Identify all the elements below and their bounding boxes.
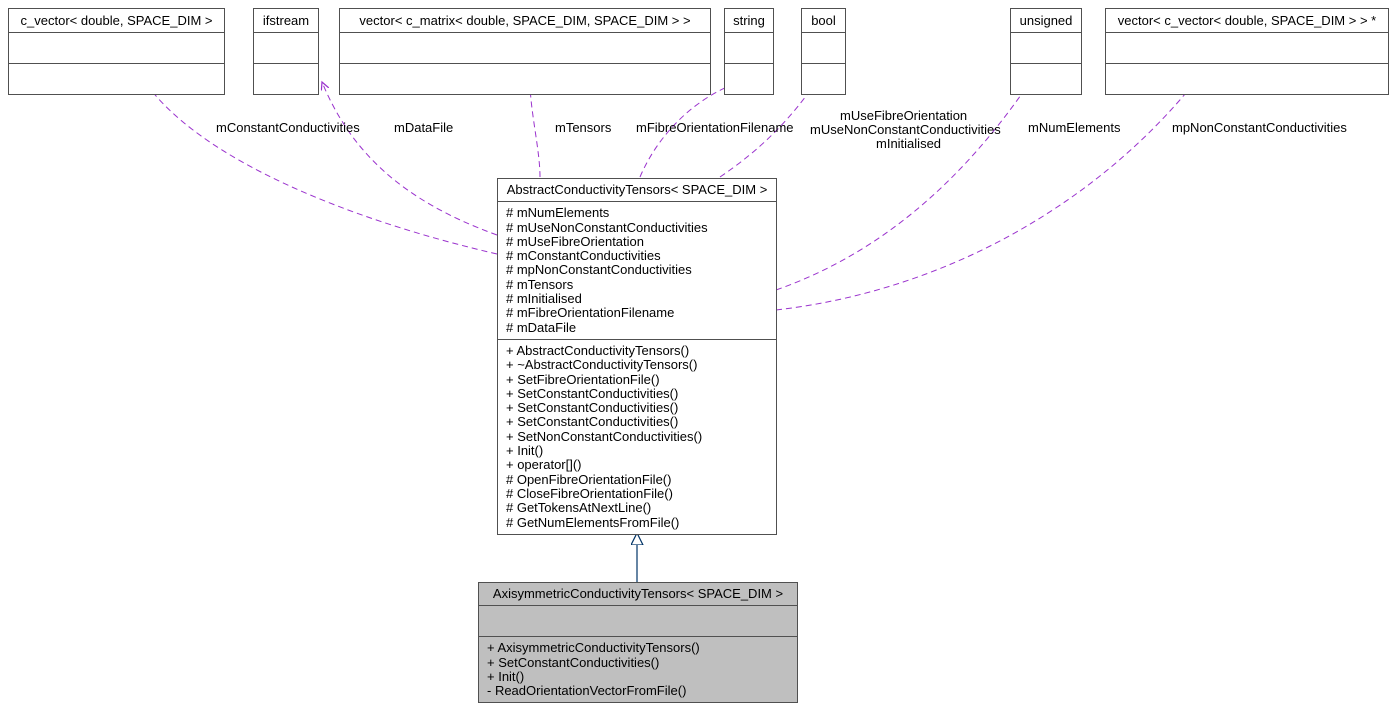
edge-label-mnumelements: mNumElements [1028,120,1120,135]
class-attrs-empty [340,33,710,64]
member: + operator[]() [506,458,768,472]
member: # mInitialised [506,292,768,306]
member: + SetConstantConductivities() [487,656,789,670]
member: # mUseNonConstantConductivities [506,221,768,235]
edge-label-mdatafile: mDataFile [394,120,453,135]
member: # mConstantConductivities [506,249,768,263]
class-title: ifstream [254,9,318,33]
class-ifstream: ifstream [253,8,319,95]
class-ops-empty [1011,64,1081,94]
edge-label-mconstantconductivities: mConstantConductivities [216,120,360,135]
class-title: AxisymmetricConductivityTensors< SPACE_D… [479,583,797,606]
class-attrs-empty [725,33,773,64]
class-ops-empty [1106,64,1388,94]
class-attrs-empty [9,33,224,64]
class-attrs-empty [1106,33,1388,64]
class-title: c_vector< double, SPACE_DIM > [9,9,224,33]
member: # CloseFibreOrientationFile() [506,487,768,501]
dep-edge-mdatafile [322,82,497,235]
member: + Init() [506,444,768,458]
class-attrs: # mNumElements# mUseNonConstantConductiv… [498,202,776,340]
member: + SetConstantConductivities() [506,401,768,415]
class-attrs-empty [254,33,318,64]
member: # GetTokensAtNextLine() [506,501,768,515]
class-ops: + AbstractConductivityTensors()+ ~Abstra… [498,340,776,534]
dep-edge-mpnonconstantconductivities [776,82,1195,310]
class-title: string [725,9,773,33]
class-ops-empty [340,64,710,94]
class-unsigned: unsigned [1010,8,1082,95]
member: # mpNonConstantConductivities [506,263,768,277]
member: # GetNumElementsFromFile() [506,516,768,530]
edge-label-minitialised: mInitialised [876,136,941,151]
edge-label-mtensors: mTensors [555,120,611,135]
class-abstractconductivitytensors: AbstractConductivityTensors< SPACE_DIM >… [497,178,777,535]
class-attrs-empty [802,33,845,64]
class-ops-empty [802,64,845,94]
class-ops-empty [9,64,224,94]
class-title: vector< c_vector< double, SPACE_DIM > > … [1106,9,1388,33]
member: + AbstractConductivityTensors() [506,344,768,358]
member: # mNumElements [506,206,768,220]
edge-label-musenonconstantconductivities: mUseNonConstantConductivities [810,122,1001,137]
class-ops-empty [254,64,318,94]
class-vector-cmatrix: vector< c_matrix< double, SPACE_DIM, SPA… [339,8,711,95]
class-attrs-empty [479,606,797,637]
class-title: bool [802,9,845,33]
member: + ~AbstractConductivityTensors() [506,358,768,372]
class-cvector: c_vector< double, SPACE_DIM > [8,8,225,95]
edge-label-mpnonconstantconductivities: mpNonConstantConductivities [1172,120,1347,135]
member: + SetNonConstantConductivities() [506,430,768,444]
edge-label-musefibreorientation: mUseFibreOrientation [840,108,967,123]
member: - ReadOrientationVectorFromFile() [487,684,789,698]
member: + SetConstantConductivities() [506,387,768,401]
class-ops-empty [725,64,773,94]
member: # mFibreOrientationFilename [506,306,768,320]
member: + Init() [487,670,789,684]
member: # mDataFile [506,321,768,335]
class-title: unsigned [1011,9,1081,33]
class-attrs-empty [1011,33,1081,64]
class-ops: + AxisymmetricConductivityTensors()+ Set… [479,637,797,702]
class-vector-cvector-ptr: vector< c_vector< double, SPACE_DIM > > … [1105,8,1389,95]
member: + AxisymmetricConductivityTensors() [487,641,789,655]
class-axisymmetricconductivitytensors: AxisymmetricConductivityTensors< SPACE_D… [478,582,798,703]
edge-label-mfibreorientationfilename: mFibreOrientationFilename [636,120,794,135]
class-title: vector< c_matrix< double, SPACE_DIM, SPA… [340,9,710,33]
dep-edge-mconstantconductivities [145,82,497,254]
member: + SetFibreOrientationFile() [506,373,768,387]
member: # OpenFibreOrientationFile() [506,473,768,487]
class-bool: bool [801,8,846,95]
member: + SetConstantConductivities() [506,415,768,429]
class-title: AbstractConductivityTensors< SPACE_DIM > [498,179,776,202]
dep-edge-mtensors [530,82,540,177]
class-string: string [724,8,774,95]
member: # mUseFibreOrientation [506,235,768,249]
member: # mTensors [506,278,768,292]
